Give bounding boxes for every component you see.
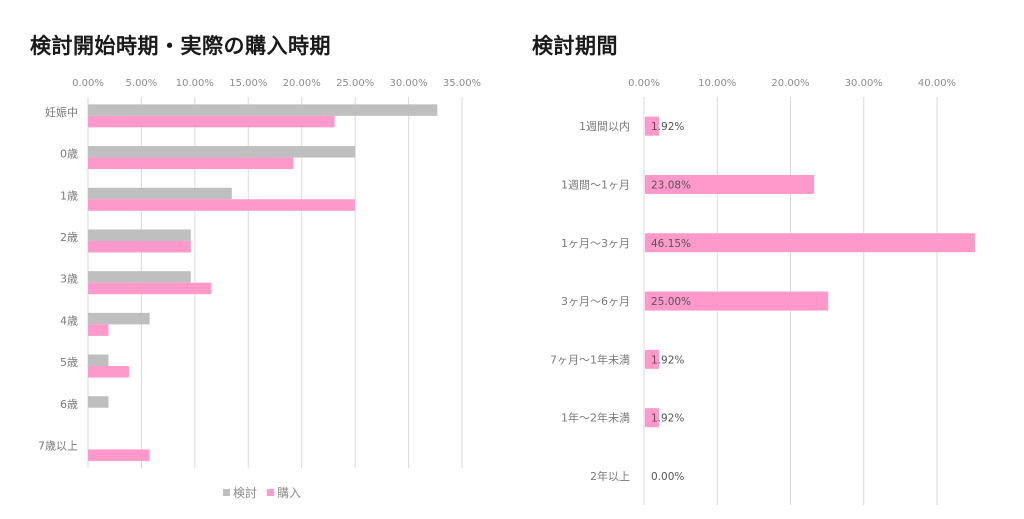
chart-title-right: 検討期間 [532, 34, 618, 58]
x-tick-label-right: 0.00% [628, 78, 660, 89]
legend-label-kounyuu: 購入 [277, 486, 301, 500]
bar-kounyuu [88, 240, 191, 253]
category-label-right: 7ヶ月～1年未満 [550, 352, 630, 366]
category-label-left: 3歳 [60, 273, 78, 286]
bar-kentou [88, 271, 191, 283]
bar-kentou [88, 229, 191, 241]
category-label-right: 1年～2年未満 [561, 411, 630, 425]
category-label-right: 1ヶ月～3ヶ月 [561, 237, 630, 250]
x-tick-label-right: 20.00% [771, 78, 809, 89]
x-tick-label-right: 40.00% [918, 78, 956, 89]
x-tick-label-left: 35.00% [443, 78, 481, 89]
bar-kentou [88, 104, 438, 116]
bar-kounyuu [88, 324, 109, 336]
bar-kentou-kikan [645, 291, 829, 311]
legend-swatch-kentou [223, 489, 230, 496]
x-tick-label-right: 10.00% [698, 78, 736, 89]
x-tick-label-left: 0.00% [72, 78, 104, 89]
bar-kentou [88, 187, 232, 200]
bar-kounyuu [88, 115, 335, 128]
bar-kentou-kikan [645, 174, 815, 194]
bar-kounyuu [88, 282, 212, 295]
category-label-right: 1週間～1ヶ月 [561, 178, 630, 191]
data-label: 1.92% [651, 121, 684, 133]
bar-kentou-kikan [645, 233, 975, 253]
x-tick-label-left: 25.00% [336, 78, 374, 89]
bar-kentou-kikan [645, 408, 660, 428]
data-label: 46.15% [651, 238, 691, 250]
bar-kentou [88, 146, 356, 158]
data-label: 1.92% [651, 354, 684, 366]
bar-kentou-kikan [645, 349, 660, 369]
x-tick-label-left: 20.00% [283, 78, 321, 89]
x-tick-label-right: 30.00% [845, 78, 883, 89]
chart-title-left: 検討開始時期・実際の購入時期 [30, 34, 331, 58]
bar-kentou [88, 312, 150, 325]
category-label-left: 5歳 [60, 356, 78, 369]
category-label-left: 6歳 [60, 398, 78, 411]
bar-kentou [88, 354, 109, 367]
category-label-left: 4歳 [60, 314, 78, 327]
x-tick-label-left: 10.00% [176, 78, 214, 89]
bar-kounyuu [88, 366, 130, 378]
category-label-left: 1歳 [60, 189, 78, 202]
bar-kentou [88, 396, 109, 408]
category-label-right: 2年以上 [590, 469, 630, 483]
category-label-left: 妊娠中 [45, 105, 78, 119]
legend-swatch-kounyuu [267, 489, 274, 496]
category-label-left: 7歳以上 [38, 439, 78, 452]
legend-label-kentou: 検討 [233, 485, 257, 500]
category-label-right: 1週間以内 [579, 119, 630, 133]
bar-kounyuu [88, 199, 356, 211]
data-label: 23.08% [651, 179, 691, 191]
bar-kounyuu [88, 157, 294, 170]
x-tick-label-left: 30.00% [390, 78, 428, 89]
data-label: 25.00% [651, 296, 691, 308]
category-label-left: 2歳 [60, 231, 78, 244]
bar-kounyuu [88, 449, 150, 461]
category-label-left: 0歳 [60, 148, 78, 161]
data-label: 0.00% [651, 471, 684, 483]
data-label: 1.92% [651, 413, 684, 425]
bar-kentou-kikan [645, 116, 660, 136]
category-label-right: 3ヶ月～6ヶ月 [561, 295, 630, 308]
x-tick-label-left: 15.00% [229, 78, 267, 89]
x-tick-label-left: 5.00% [126, 78, 158, 89]
